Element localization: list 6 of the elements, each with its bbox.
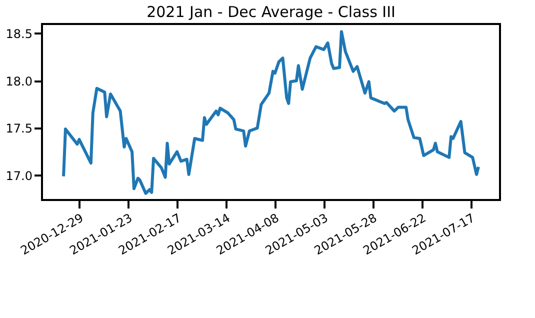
y-tick-label: 18.0 bbox=[6, 74, 32, 88]
y-tick-label: 17.0 bbox=[6, 168, 32, 183]
line-series bbox=[62, 30, 480, 195]
chart-title: 2021 Jan - Dec Average - Class III bbox=[146, 3, 396, 21]
y-tick-label: 18.5 bbox=[6, 26, 32, 41]
y-tick-label: 17.5 bbox=[6, 122, 32, 136]
